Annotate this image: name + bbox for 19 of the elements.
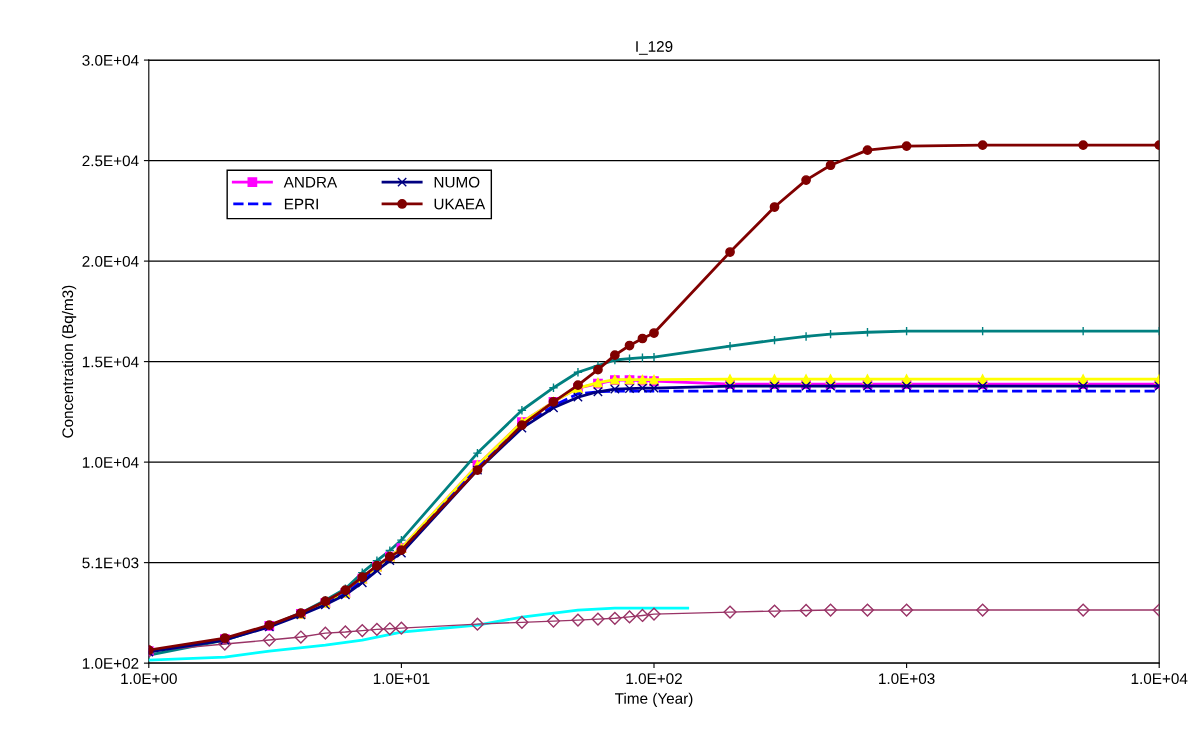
y-tick-label: 2.5E+04	[82, 155, 139, 167]
x-tick-label: 1.0E+04	[1131, 673, 1188, 685]
x-axis-title: Time (Year)	[615, 692, 693, 707]
y-axis-title: Concentration (Bq/m3)	[61, 285, 77, 438]
y-tick-label: 1.0E+02	[82, 658, 139, 669]
y-tick-label: 1.5E+04	[82, 356, 139, 368]
chart-title: I_129	[636, 41, 673, 55]
x-tick-label: 1.0E+02	[626, 673, 682, 685]
x-tick-label: 1.0E+01	[373, 673, 430, 685]
legend-label: EPRI	[284, 198, 318, 210]
legend-label: ANDRA	[283, 176, 338, 188]
y-tick-label: 2.0E+04	[82, 255, 139, 267]
x-tick-label: 1.0E+03	[879, 673, 935, 685]
y-tick-label: 1.0E+04	[82, 456, 139, 468]
legend-label: UKAEA	[434, 198, 486, 210]
x-tick-label: 1.0E+00	[121, 673, 177, 685]
legend-label: NUMO	[434, 176, 480, 188]
y-tick-label: 5.1E+03	[82, 557, 139, 569]
y-tick-label: 3.0E+04	[82, 54, 139, 66]
